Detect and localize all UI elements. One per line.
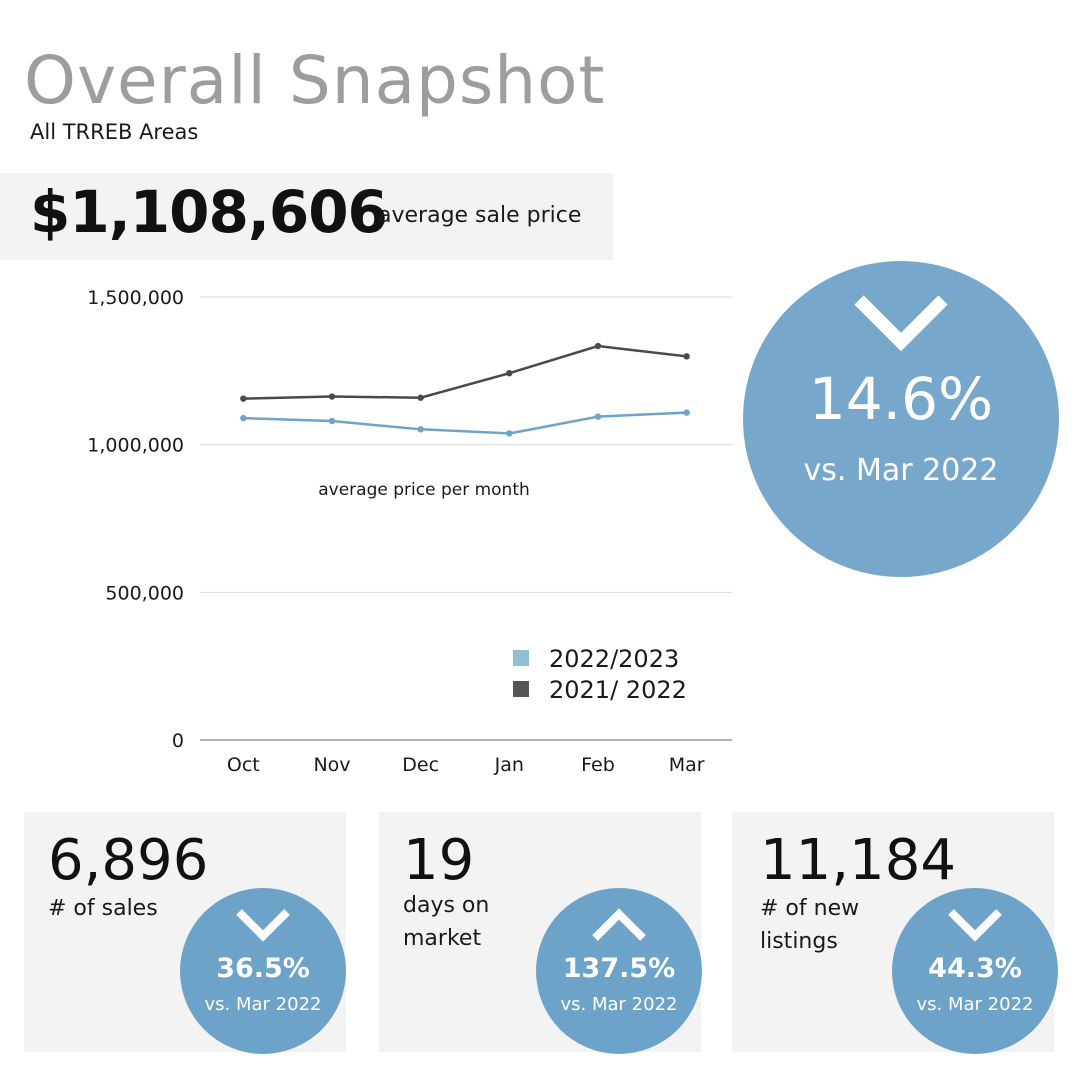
days-on-market-label: days on market: [403, 893, 490, 951]
page-title: Overall Snapshot: [24, 42, 606, 119]
y-tick-label: 0: [172, 730, 184, 752]
average-price-panel: [0, 173, 613, 260]
data-point: [594, 413, 602, 420]
chevron-up-icon: [592, 908, 646, 941]
chevron-down-icon: [948, 909, 1002, 942]
legend-label: 2021/ 2022: [549, 676, 687, 704]
data-point: [683, 409, 690, 416]
data-point: [328, 417, 336, 425]
x-tick-label: Nov: [313, 754, 350, 776]
x-tick-label: Mar: [669, 754, 705, 776]
price-change-circle: [743, 261, 1059, 577]
listings-change-comparison: vs. Mar 2022: [916, 994, 1034, 1015]
x-tick-label: Feb: [581, 754, 615, 776]
data-point: [417, 426, 424, 433]
data-point: [506, 430, 513, 437]
price-line-chart: 0 500,000 1,000,000 1,500,000 Oct Nov Dec Jan F…: [87, 287, 732, 776]
data-point: [594, 342, 602, 350]
data-point: [240, 395, 247, 402]
chevron-down-icon: [236, 909, 290, 942]
average-price-value: $1,108,606: [30, 178, 388, 246]
new-listings-value: 11,184: [760, 828, 956, 893]
new-listings-label: # of new listings: [760, 896, 860, 954]
days-change-percent: 137.5%: [562, 953, 676, 984]
price-change-comparison: vs. Mar 2022: [803, 453, 999, 488]
price-change-percent: 14.6%: [808, 365, 994, 433]
sales-label: # of sales: [48, 896, 158, 921]
listings-change-circle: [892, 888, 1058, 1054]
y-tick-label: 500,000: [105, 582, 184, 604]
days-change-comparison: vs. Mar 2022: [560, 994, 678, 1015]
series-line: [243, 344, 687, 400]
x-tick-label: Jan: [494, 754, 524, 776]
sales-value: 6,896: [48, 828, 209, 893]
days-on-market-value: 19: [403, 828, 475, 893]
sales-change-percent: 36.5%: [216, 953, 310, 984]
x-tick-label: Dec: [402, 754, 439, 776]
listings-change-percent: 44.3%: [928, 953, 1022, 984]
sales-change-circle: [180, 888, 346, 1054]
page-subtitle: All TRREB Areas: [30, 120, 199, 144]
data-point: [506, 369, 513, 377]
y-tick-label: 1,500,000: [87, 287, 184, 309]
y-tick-label: 1,000,000: [87, 435, 184, 457]
average-price-label: average sale price: [378, 203, 582, 228]
legend-label: 2022/2023: [549, 645, 679, 673]
chart-annotation: average price per month: [318, 480, 530, 500]
series-line: [243, 411, 687, 435]
data-point: [417, 394, 424, 401]
data-point: [683, 353, 690, 360]
legend-swatch: [513, 681, 529, 697]
chevron-down-icon: [854, 295, 948, 352]
data-point: [328, 393, 336, 400]
sales-change-comparison: vs. Mar 2022: [204, 994, 322, 1015]
data-point: [240, 414, 247, 422]
x-tick-label: Oct: [227, 754, 260, 776]
legend-swatch: [513, 650, 529, 666]
